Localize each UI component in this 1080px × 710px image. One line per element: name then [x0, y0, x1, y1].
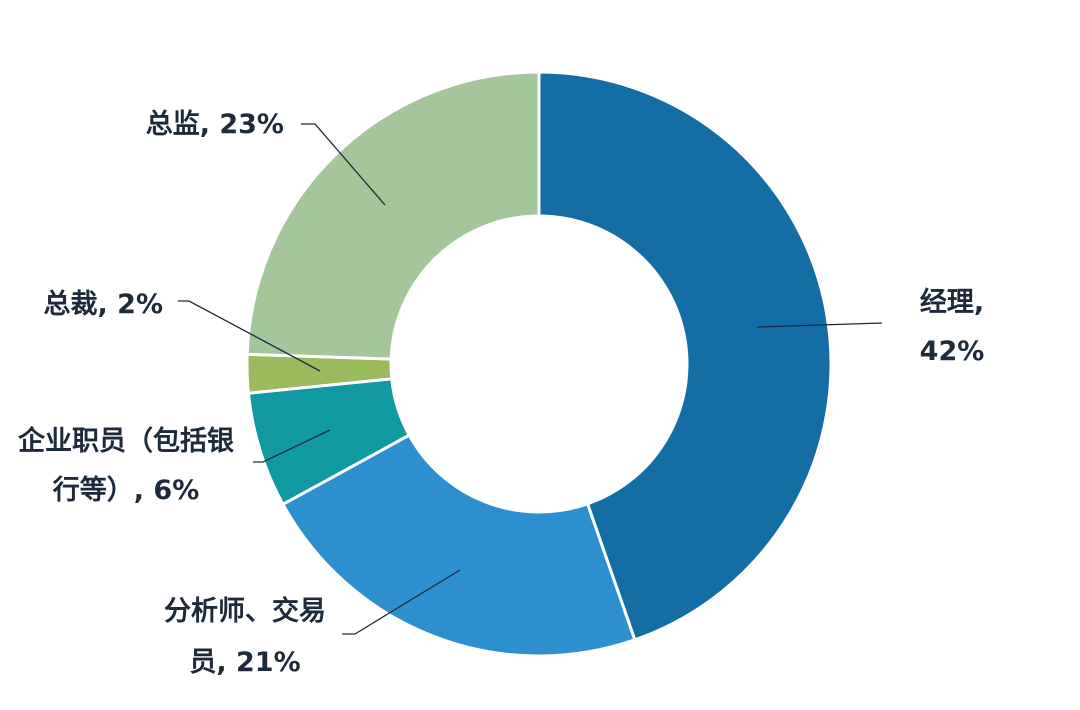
slice-3-label-line-2: 行等）, 6%	[52, 474, 200, 506]
slice-5-leader-line	[301, 123, 386, 206]
slice-5-label: 总监, 23%	[146, 109, 284, 140]
slice-2-label: 分析师、交易员, 21%	[164, 595, 326, 678]
slice-2-wedge	[280, 433, 637, 658]
slice-1-label: 经理, 42%	[920, 286, 985, 367]
slice-4-leader-line	[178, 300, 321, 372]
slice-1-wedge	[537, 70, 833, 642]
slices-layer	[245, 70, 833, 658]
slice-3-label: 企业职员（包括银行等）, 6%	[18, 425, 234, 506]
slice-5-wedge	[245, 70, 541, 361]
slice-3-leader-line	[253, 429, 331, 463]
labels-layer: 经理, 42% 分析师、交易员, 21% 企业职员（包括银行等）, 6% 总裁, 2% 总…	[18, 109, 984, 678]
slice-1-label-line-1: 经理,	[920, 286, 984, 318]
slice-2-label-line-2: 员, 21%	[189, 647, 300, 678]
slice-5-label-line-1: 总监, 23%	[146, 109, 284, 140]
slice-4-label: 总裁, 2%	[44, 289, 164, 320]
slice-2-leader-line	[342, 569, 461, 635]
slice-1-leader-line	[756, 322, 883, 328]
leader-lines-layer	[178, 123, 883, 635]
slice-2-label-line-1: 分析师、交易	[164, 595, 326, 627]
slice-1-label-line-2: 42%	[920, 336, 985, 367]
slice-4-label-line-1: 总裁, 2%	[44, 289, 164, 320]
slice-3-label-line-1: 企业职员（包括银	[18, 425, 234, 457]
